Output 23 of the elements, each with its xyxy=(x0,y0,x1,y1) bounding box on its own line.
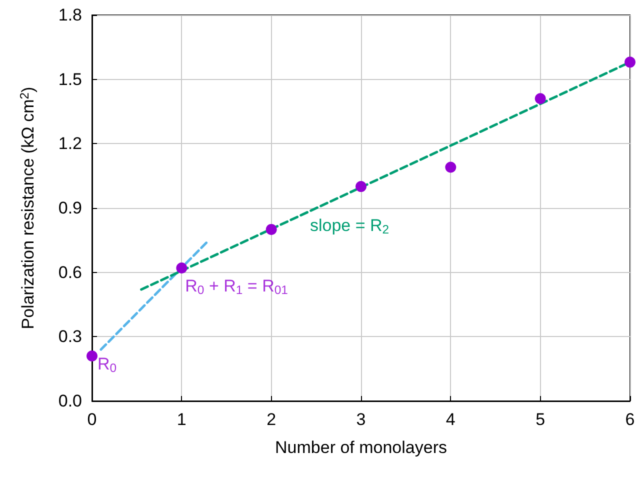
point xyxy=(176,262,188,274)
y-tick-label: 1.8 xyxy=(58,6,82,24)
y-tick-label: 0.3 xyxy=(58,327,82,346)
y-axis-title: Polarization resistance (kΩ cm2) xyxy=(17,86,38,330)
x-tick-label: 0 xyxy=(87,410,97,429)
x-tick-label: 4 xyxy=(446,410,456,429)
point xyxy=(624,56,636,68)
y-tick-label: 0.0 xyxy=(58,392,82,410)
x-tick-label: 2 xyxy=(266,410,276,429)
x-axis-title: Number of monolayers xyxy=(275,438,447,457)
x-tick-label: 3 xyxy=(356,410,366,429)
point xyxy=(445,162,456,173)
point xyxy=(534,93,546,104)
y-tick-label: 1.2 xyxy=(58,134,82,154)
point xyxy=(356,181,366,192)
x-tick-label: 5 xyxy=(536,410,546,429)
x-tick-label: 6 xyxy=(625,410,635,429)
point xyxy=(266,224,277,235)
y-tick-label: 0.6 xyxy=(58,262,82,282)
y-tick-label: 0.9 xyxy=(58,198,82,218)
x-tick-label: 1 xyxy=(176,410,186,429)
y-tick-label: 1.5 xyxy=(58,70,82,89)
point xyxy=(86,350,98,362)
